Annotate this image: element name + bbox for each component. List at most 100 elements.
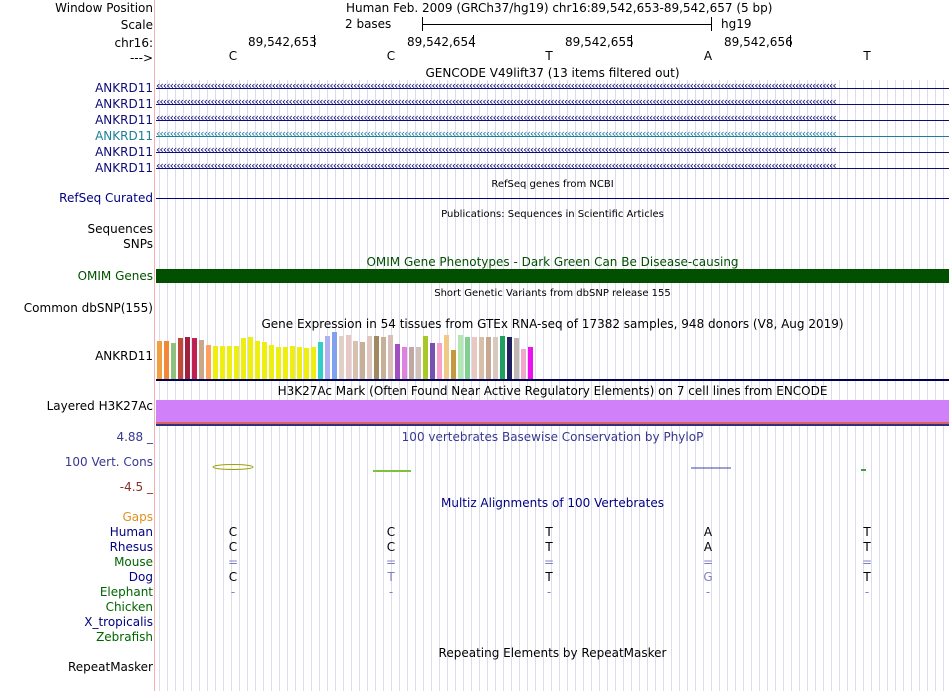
gencode-gene-label[interactable]: ANKRD11 [95,161,153,175]
gtex-tissue-bar[interactable] [402,347,407,379]
repeatmasker-track-title[interactable]: Repeating Elements by RepeatMasker [438,646,667,660]
gencode-gene-feature[interactable]: ‹‹‹‹‹‹‹‹‹‹‹‹‹‹‹‹‹‹‹‹‹‹‹‹‹‹‹‹‹‹‹‹‹‹‹‹‹‹‹‹… [156,114,949,126]
gtex-bar-chart[interactable] [156,330,949,382]
gtex-tissue-bar[interactable] [486,337,491,379]
omim-gene-bar[interactable] [156,269,949,283]
gencode-gene-label[interactable]: ANKRD11 [95,145,153,159]
gtex-tissue-bar[interactable] [416,347,421,379]
h3k27ac-label[interactable]: Layered H3K27Ac [46,399,153,413]
species-label[interactable]: Dog [128,570,153,584]
gtex-tissue-bar[interactable] [206,345,211,379]
gtex-tissue-bar[interactable] [514,338,519,379]
conservation-label[interactable]: 100 Vert. Cons [64,455,153,469]
gtex-tissue-bar[interactable] [430,343,435,379]
publications-track-title[interactable]: Publications: Sequences in Scientific Ar… [441,209,664,220]
gtex-tissue-bar[interactable] [178,338,183,379]
gencode-gene-feature[interactable]: ‹‹‹‹‹‹‹‹‹‹‹‹‹‹‹‹‹‹‹‹‹‹‹‹‹‹‹‹‹‹‹‹‹‹‹‹‹‹‹‹… [156,130,949,142]
species-label[interactable]: X_tropicalis [84,615,153,629]
species-label[interactable]: Chicken [105,600,153,614]
gtex-tissue-bar[interactable] [262,342,267,379]
omim-label[interactable]: OMIM Genes [77,269,153,283]
conservation-track-title[interactable]: 100 vertebrates Basewise Conservation by… [401,430,704,444]
gtex-tissue-bar[interactable] [395,344,400,379]
gtex-tissue-bar[interactable] [199,340,204,379]
gencode-track-title[interactable]: GENCODE V49lift37 (13 items filtered out… [425,66,680,80]
species-label[interactable]: Human [109,525,153,539]
gtex-tissue-bar[interactable] [311,347,316,379]
gtex-tissue-bar[interactable] [255,341,260,379]
conservation-plot[interactable] [156,460,949,476]
window-position-value[interactable]: Human Feb. 2009 (GRCh37/hg19) chr16:89,5… [346,1,773,15]
gtex-tissue-bar[interactable] [409,347,414,379]
gtex-tissue-bar[interactable] [423,336,428,379]
gtex-tissue-bar[interactable] [157,341,162,379]
gtex-tissue-bar[interactable] [248,337,253,379]
gtex-tissue-bar[interactable] [507,337,512,379]
gtex-tissue-bar[interactable] [234,346,239,379]
alignment-base: G [703,570,713,584]
gtex-tissue-bar[interactable] [521,349,526,379]
gtex-tissue-bar[interactable] [297,347,302,379]
refseq-track-title[interactable]: RefSeq genes from NCBI [491,179,614,190]
gtex-tissue-bar[interactable] [192,338,197,379]
gencode-gene-feature[interactable]: ‹‹‹‹‹‹‹‹‹‹‹‹‹‹‹‹‹‹‹‹‹‹‹‹‹‹‹‹‹‹‹‹‹‹‹‹‹‹‹‹… [156,82,949,94]
refseq-label[interactable]: RefSeq Curated [59,191,153,205]
gtex-tissue-bar[interactable] [360,342,365,379]
species-label[interactable]: Rhesus [109,540,153,554]
gtex-tissue-bar[interactable] [304,348,309,379]
gtex-tissue-bar[interactable] [388,335,393,379]
gtex-tissue-bar[interactable] [458,335,463,379]
gtex-tissue-bar[interactable] [353,341,358,379]
omim-track-title[interactable]: OMIM Gene Phenotypes - Dark Green Can Be… [366,255,739,269]
repeatmasker-label[interactable]: RepeatMasker [67,660,153,674]
gtex-tissue-bar[interactable] [444,335,449,379]
gtex-tissue-bar[interactable] [318,342,323,379]
gtex-tissue-bar[interactable] [325,336,330,379]
species-label[interactable]: Zebrafish [96,630,153,644]
gencode-gene-label[interactable]: ANKRD11 [95,129,153,143]
gtex-tissue-bar[interactable] [465,337,470,379]
gtex-tissue-bar[interactable] [374,336,379,379]
gtex-tissue-bar[interactable] [472,337,477,379]
gtex-tissue-bar[interactable] [528,347,533,379]
gencode-gene-feature[interactable]: ‹‹‹‹‹‹‹‹‹‹‹‹‹‹‹‹‹‹‹‹‹‹‹‹‹‹‹‹‹‹‹‹‹‹‹‹‹‹‹‹… [156,146,949,158]
alignment-base: T [863,525,871,539]
gencode-gene-label[interactable]: ANKRD11 [95,97,153,111]
gtex-tissue-bar[interactable] [437,343,442,379]
dbsnp-track-title[interactable]: Short Genetic Variants from dbSNP releas… [434,288,671,299]
multiz-track-title[interactable]: Multiz Alignments of 100 Vertebrates [440,496,665,510]
gtex-tissue-bar[interactable] [493,337,498,379]
gtex-tissue-bar[interactable] [164,341,169,379]
gtex-tissue-bar[interactable] [451,350,456,379]
gtex-tissue-bar[interactable] [220,346,225,379]
h3k27ac-track-title[interactable]: H3K27Ac Mark (Often Found Near Active Re… [277,384,828,398]
gencode-gene-feature[interactable]: ‹‹‹‹‹‹‹‹‹‹‹‹‹‹‹‹‹‹‹‹‹‹‹‹‹‹‹‹‹‹‹‹‹‹‹‹‹‹‹‹… [156,98,949,110]
gtex-tissue-bar[interactable] [290,346,295,379]
gtex-tissue-bar[interactable] [185,337,190,379]
refseq-gene-line[interactable] [156,198,949,199]
species-label[interactable]: Elephant [99,585,153,599]
gtex-tissue-bar[interactable] [171,343,176,379]
gtex-tissue-bar[interactable] [367,336,372,379]
dbsnp-label[interactable]: Common dbSNP(155) [23,301,153,315]
gtex-tissue-bar[interactable] [227,346,232,379]
grid-line [815,80,816,691]
gtex-tissue-bar[interactable] [283,347,288,379]
gtex-tissue-bar[interactable] [269,345,274,379]
gtex-tissue-bar[interactable] [346,335,351,379]
gtex-tissue-bar[interactable] [213,346,218,379]
gtex-tissue-bar[interactable] [332,332,337,379]
gtex-tissue-bar[interactable] [479,337,484,379]
gtex-track-title[interactable]: Gene Expression in 54 tissues from GTEx … [261,317,844,331]
h3k27ac-signal[interactable] [156,400,949,422]
gtex-tissue-bar[interactable] [276,347,281,379]
gtex-tissue-bar[interactable] [500,336,505,379]
gencode-gene-label[interactable]: ANKRD11 [95,113,153,127]
gtex-tissue-bar[interactable] [339,336,344,379]
gencode-gene-feature[interactable]: ‹‹‹‹‹‹‹‹‹‹‹‹‹‹‹‹‹‹‹‹‹‹‹‹‹‹‹‹‹‹‹‹‹‹‹‹‹‹‹‹… [156,162,949,174]
gtex-tissue-bar[interactable] [381,337,386,379]
gtex-label[interactable]: ANKRD11 [95,349,153,363]
gtex-tissue-bar[interactable] [241,338,246,379]
species-label[interactable]: Mouse [114,555,153,569]
gencode-gene-label[interactable]: ANKRD11 [95,81,153,95]
